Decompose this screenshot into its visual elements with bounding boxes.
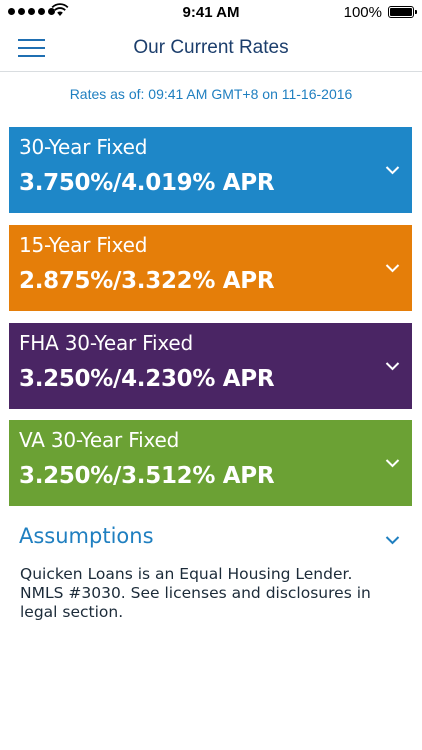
status-time: 9:41 AM: [182, 4, 240, 21]
rate-card-term: 15-Year Fixed: [19, 233, 148, 257]
chevron-down-icon: [385, 166, 400, 175]
page-title: Our Current Rates: [133, 37, 289, 58]
rate-card-term: 30-Year Fixed: [19, 135, 148, 159]
assumptions-toggle[interactable]: Assumptions: [9, 520, 412, 554]
rate-card-rate: 2.875%/3.322% APR: [19, 268, 275, 294]
rate-card-15-year-fixed[interactable]: 15-Year Fixed 2.875%/3.322% APR: [9, 225, 412, 311]
rate-card-fha-30-year-fixed[interactable]: FHA 30-Year Fixed 3.250%/4.230% APR: [9, 323, 412, 409]
rate-card-rate: 3.250%/3.512% APR: [19, 463, 275, 489]
battery-icon: [388, 6, 417, 18]
legal-disclosure: Quicken Loans is an Equal Housing Lender…: [20, 565, 371, 621]
nav-bar: Our Current Rates: [0, 24, 422, 72]
battery-percentage: 100%: [343, 4, 382, 21]
rate-card-30-year-fixed[interactable]: 30-Year Fixed 3.750%/4.019% APR: [9, 127, 412, 213]
chevron-down-icon: [385, 264, 400, 273]
rate-card-rate: 3.250%/4.230% APR: [19, 366, 275, 392]
rates-timestamp: Rates as of: 09:41 AM GMT+8 on 11-16-201…: [69, 86, 353, 102]
wifi-icon: [51, 3, 69, 16]
assumptions-label: Assumptions: [19, 524, 154, 548]
rate-card-rate: 3.750%/4.019% APR: [19, 170, 275, 196]
status-bar: 9:41 AM 100%: [0, 0, 422, 24]
hamburger-menu-icon[interactable]: [18, 38, 45, 58]
rate-card-va-30-year-fixed[interactable]: VA 30-Year Fixed 3.250%/3.512% APR: [9, 420, 412, 506]
chevron-down-icon: [385, 362, 400, 371]
signal-dots-icon: [8, 8, 55, 15]
chevron-down-icon: [385, 459, 400, 468]
chevron-down-icon: [385, 536, 400, 545]
rate-card-term: VA 30-Year Fixed: [19, 428, 180, 452]
rate-card-term: FHA 30-Year Fixed: [19, 331, 194, 355]
